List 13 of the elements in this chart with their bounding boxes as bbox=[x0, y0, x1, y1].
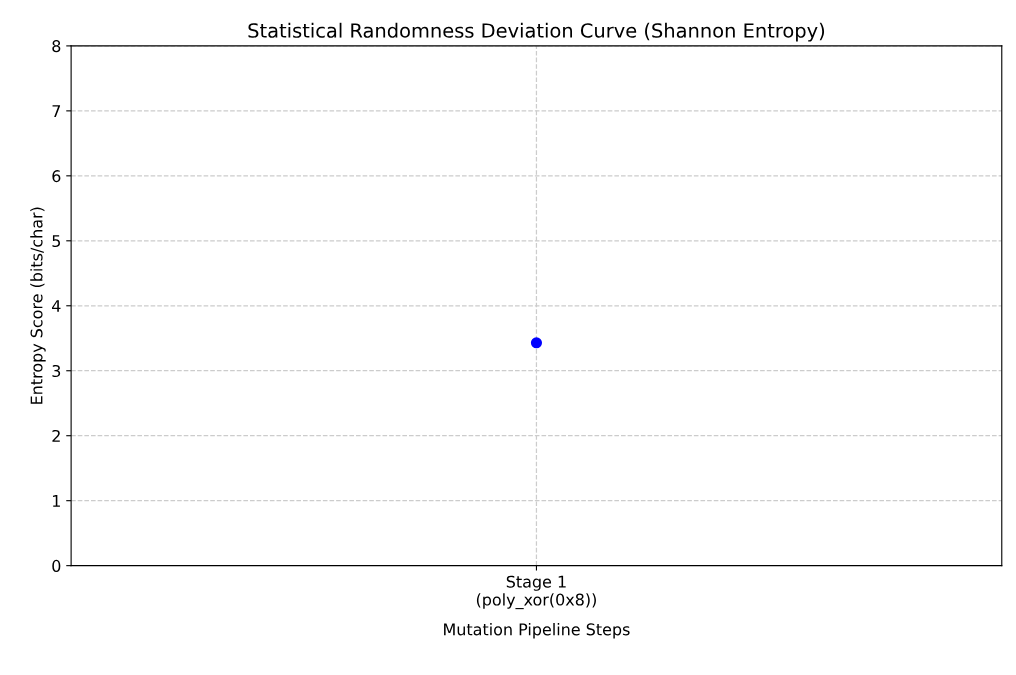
y-tick-label: 7 bbox=[52, 105, 61, 117]
y-tick-label: 1 bbox=[52, 495, 60, 507]
x-tick-label: Stage 1 (poly_xor(0x8)) bbox=[476, 575, 596, 610]
y-tick-label: 0 bbox=[52, 559, 61, 572]
y-tick-label: 3 bbox=[52, 364, 61, 378]
y-tick-label: 8 bbox=[52, 40, 61, 53]
x-axis-title: Mutation Pipeline Steps bbox=[444, 623, 630, 639]
chart-title: Statistical Randomness Deviation Curve (Shannon Entropy) bbox=[248, 22, 825, 42]
y-tick-label: 6 bbox=[52, 170, 61, 183]
y-tick-label: 4 bbox=[52, 300, 61, 312]
y-tick-label: 2 bbox=[52, 429, 60, 442]
y-tick-label: 5 bbox=[52, 235, 60, 248]
y-axis-title: Entropy Score (bits/char) bbox=[30, 207, 46, 404]
